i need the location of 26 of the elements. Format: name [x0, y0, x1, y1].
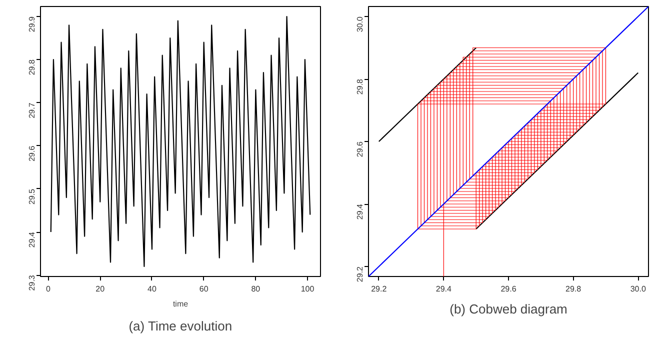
- y-tick-label: 29.8: [28, 59, 36, 76]
- y-tick-label: 29.9: [28, 16, 36, 32]
- y-tick-label: 30.0: [356, 16, 364, 32]
- x-tick-label: 0: [46, 284, 52, 294]
- x-tick-label: 40: [148, 284, 157, 294]
- x-tick-label: 100: [300, 284, 315, 294]
- x-tick-label: 29.2: [371, 284, 388, 294]
- x-tick-label: 80: [251, 284, 261, 294]
- y-tick-label: 29.4: [356, 203, 364, 220]
- x-tick-label: 20: [96, 284, 106, 294]
- y-tick-label: 29.5: [28, 188, 36, 204]
- y-tick-label: 29.3: [28, 274, 36, 291]
- x-axis-title: time: [172, 300, 189, 308]
- x-tick-label: 60: [199, 284, 209, 294]
- x-tick-label: 29.4: [436, 284, 452, 294]
- x-tick-label: 29.8: [566, 284, 582, 294]
- text: (b) Cobweb diagram: [450, 302, 568, 316]
- y-tick-label: 29.6: [28, 145, 36, 162]
- y-tick-label: 29.4: [28, 231, 36, 248]
- y-tick-label: 29.2: [356, 266, 364, 282]
- x-tick-label: 29.6: [500, 284, 517, 294]
- y-tick-label: 29.6: [356, 140, 364, 158]
- y-tick-label: 29.7: [28, 102, 36, 118]
- x-tick-label: 30.0: [630, 284, 646, 294]
- text: (a) Time evolution: [128, 318, 232, 334]
- y-tick-label: 29.8: [356, 78, 364, 95]
